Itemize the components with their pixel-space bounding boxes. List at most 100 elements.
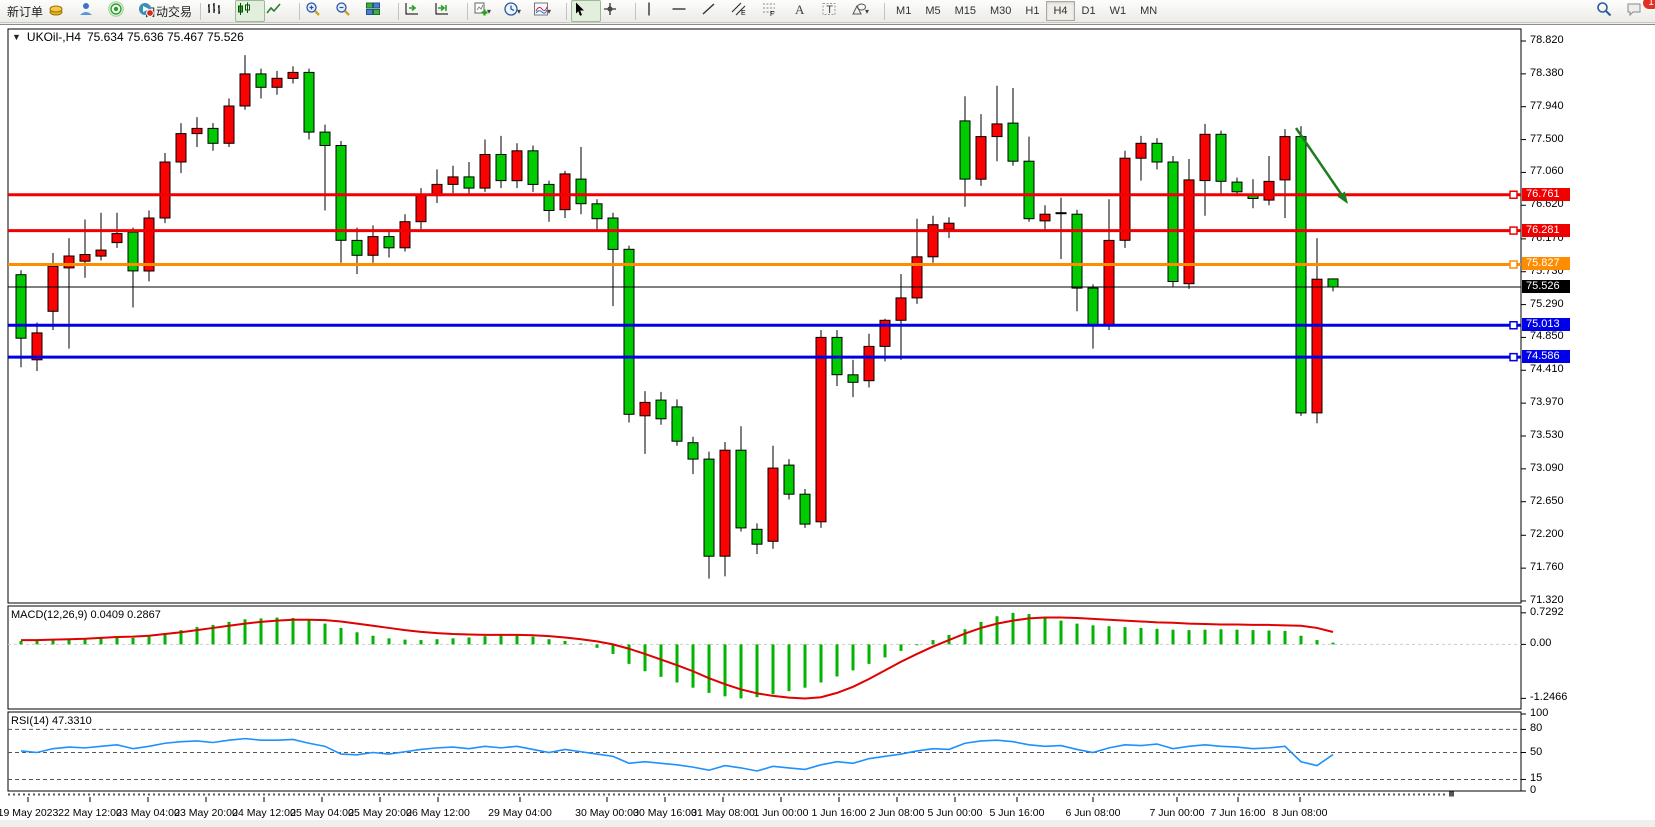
chevron-down-icon: ▾ <box>865 6 870 16</box>
toolbar-button-label: 自动交易 <box>144 4 193 19</box>
symbol-label: UKOil-,H4 <box>26 30 81 44</box>
indicators-button[interactable]: ▾ <box>532 0 562 22</box>
price-axis-ticks <box>1521 40 1526 792</box>
price-tick-label: 74.850 <box>1530 330 1564 343</box>
chart-title-bar: ▼ UKOil-,H4 75.634 75.636 75.467 75.526 <box>12 30 244 44</box>
rsi-label: RSI(14) 47.3310 <box>11 715 92 727</box>
bar-chart-button[interactable] <box>205 0 235 22</box>
panel-borders <box>7 28 1522 792</box>
time-axis-label: 2 Jun 08:00 <box>869 807 925 819</box>
time-axis-label: 6 Jun 08:00 <box>1065 807 1121 819</box>
rsi-tick-label: 15 <box>1530 772 1543 785</box>
crosshair-tool-button[interactable] <box>601 0 631 22</box>
chevron-down-icon: ▾ <box>547 6 552 16</box>
time-axis-label: 23 May 20:00 <box>174 807 238 819</box>
rsi-tick-label: 100 <box>1530 707 1549 719</box>
macd-label: MACD(12,26,9) 0.0409 0.2867 <box>11 609 161 621</box>
time-axis-label: 22 May 12:00 <box>58 807 122 819</box>
price-tick-label: 72.200 <box>1530 528 1564 541</box>
new-chart-button[interactable]: ▾ <box>472 0 502 22</box>
line-chart-button[interactable] <box>265 0 295 22</box>
autotrading-button[interactable]: 自动交易 <box>137 0 196 22</box>
price-tick-label: 72.650 <box>1530 494 1564 507</box>
macd-tick-label: 0.00 <box>1530 637 1552 650</box>
new-order-button[interactable]: 新订单 <box>3 0 47 22</box>
notification-badge: 1 <box>1642 0 1655 10</box>
chart-canvas[interactable] <box>0 25 1655 821</box>
time-axis <box>8 791 1454 802</box>
price-tick-label: 78.820 <box>1530 34 1564 46</box>
trendline-tool-button[interactable] <box>700 0 730 22</box>
shapes-tool-button[interactable]: ▾ <box>850 0 880 22</box>
time-axis-label: 23 May 04:00 <box>116 807 180 819</box>
time-axis-label: 26 May 12:00 <box>406 807 470 819</box>
auto-scroll-button[interactable] <box>433 0 463 22</box>
price-tick-label: 71.320 <box>1530 594 1564 606</box>
text-tool-button[interactable]: A <box>790 0 820 22</box>
timeframe-mn-button[interactable]: MN <box>1140 5 1158 17</box>
time-axis-label: 25 May 04:00 <box>290 807 354 819</box>
price-tag: 75.827 <box>1522 257 1570 271</box>
price-tag: 76.281 <box>1522 223 1570 237</box>
price-tick-label: 77.940 <box>1530 99 1564 112</box>
price-tick-label: 78.380 <box>1530 66 1564 79</box>
svg-text:F: F <box>770 11 774 17</box>
rsi-indicator <box>8 728 1521 780</box>
periods-button[interactable]: ▾ <box>502 0 532 22</box>
trend-arrow-annotation[interactable] <box>1294 127 1348 204</box>
price-tick-label: 77.060 <box>1530 165 1564 178</box>
time-axis-label: 8 Jun 08:00 <box>1272 807 1328 819</box>
vertical-line-tool-button[interactable] <box>640 0 670 22</box>
price-tick-label: 71.760 <box>1530 561 1564 574</box>
timeframe-h1-button[interactable]: H1 <box>1025 5 1040 17</box>
zoom-in-button[interactable] <box>304 0 334 22</box>
time-axis-label: 1 Jun 00:00 <box>753 807 809 819</box>
toolbar-separator <box>884 2 886 20</box>
toolbar-separator <box>200 2 202 20</box>
price-tick-label: 73.090 <box>1530 461 1564 474</box>
tile-windows-button[interactable] <box>364 0 394 22</box>
rsi-tick-label: 50 <box>1530 745 1543 758</box>
broadcast-button[interactable] <box>107 0 137 22</box>
timeframe-h4-button[interactable]: H4 <box>1046 1 1075 21</box>
order-stack-button[interactable] <box>47 0 77 22</box>
price-tick-label: 75.290 <box>1530 297 1564 310</box>
svg-text:A: A <box>795 2 805 17</box>
candlestick-chart-button[interactable] <box>235 0 266 22</box>
toolbar: 新订单 自动交易 ▾ ▾ ▾ E F A T ▾ M1 M5 M15 M30 H1 H4 D1 W1 MN 1 <box>0 0 1655 23</box>
status-strip <box>0 820 1655 827</box>
metaeditor-button[interactable] <box>77 0 107 22</box>
notifications-button[interactable]: 1 <box>1625 0 1655 22</box>
time-axis-label: 1 Jun 16:00 <box>811 807 867 819</box>
chart-shift-button[interactable] <box>403 0 433 22</box>
timeframe-m1-button[interactable]: M1 <box>896 5 912 17</box>
zoom-out-button[interactable] <box>334 0 364 22</box>
cursor-tool-button[interactable] <box>571 0 602 22</box>
timeframe-d1-button[interactable]: D1 <box>1081 5 1096 17</box>
timeframe-m15-button[interactable]: M15 <box>954 5 976 17</box>
fibonacci-tool-button[interactable]: F <box>760 0 790 22</box>
timeframe-w1-button[interactable]: W1 <box>1109 5 1127 17</box>
macd-tick-label: -1.2466 <box>1530 691 1568 704</box>
label-tool-button[interactable]: T <box>820 0 850 22</box>
current-price-tag: 75.526 <box>1522 279 1570 293</box>
horizontal-lines-layer[interactable] <box>8 190 1521 362</box>
time-axis-label: 5 Jun 00:00 <box>927 807 983 819</box>
chart-window[interactable]: ▼ UKOil-,H4 75.634 75.636 75.467 75.526 … <box>0 24 1655 821</box>
symbol-dropdown-icon[interactable]: ▼ <box>12 32 21 42</box>
toolbar-separator <box>467 2 469 20</box>
price-tag: 74.586 <box>1522 350 1570 364</box>
horizontal-line-tool-button[interactable] <box>670 0 700 22</box>
macd-tick-label: 0.7292 <box>1530 605 1564 618</box>
timeframe-m30-button[interactable]: M30 <box>990 5 1012 17</box>
ohlc-values: 75.634 75.636 75.467 75.526 <box>86 30 244 44</box>
candles-layer <box>15 55 1339 579</box>
search-button[interactable] <box>1595 0 1625 22</box>
chevron-down-icon: ▾ <box>517 6 522 16</box>
macd-indicator <box>8 612 1521 700</box>
time-axis-label: 5 Jun 16:00 <box>989 807 1045 819</box>
timeframe-m5-button[interactable]: M5 <box>925 5 941 17</box>
channel-tool-button[interactable]: E <box>730 0 760 22</box>
toolbar-separator <box>635 2 637 20</box>
